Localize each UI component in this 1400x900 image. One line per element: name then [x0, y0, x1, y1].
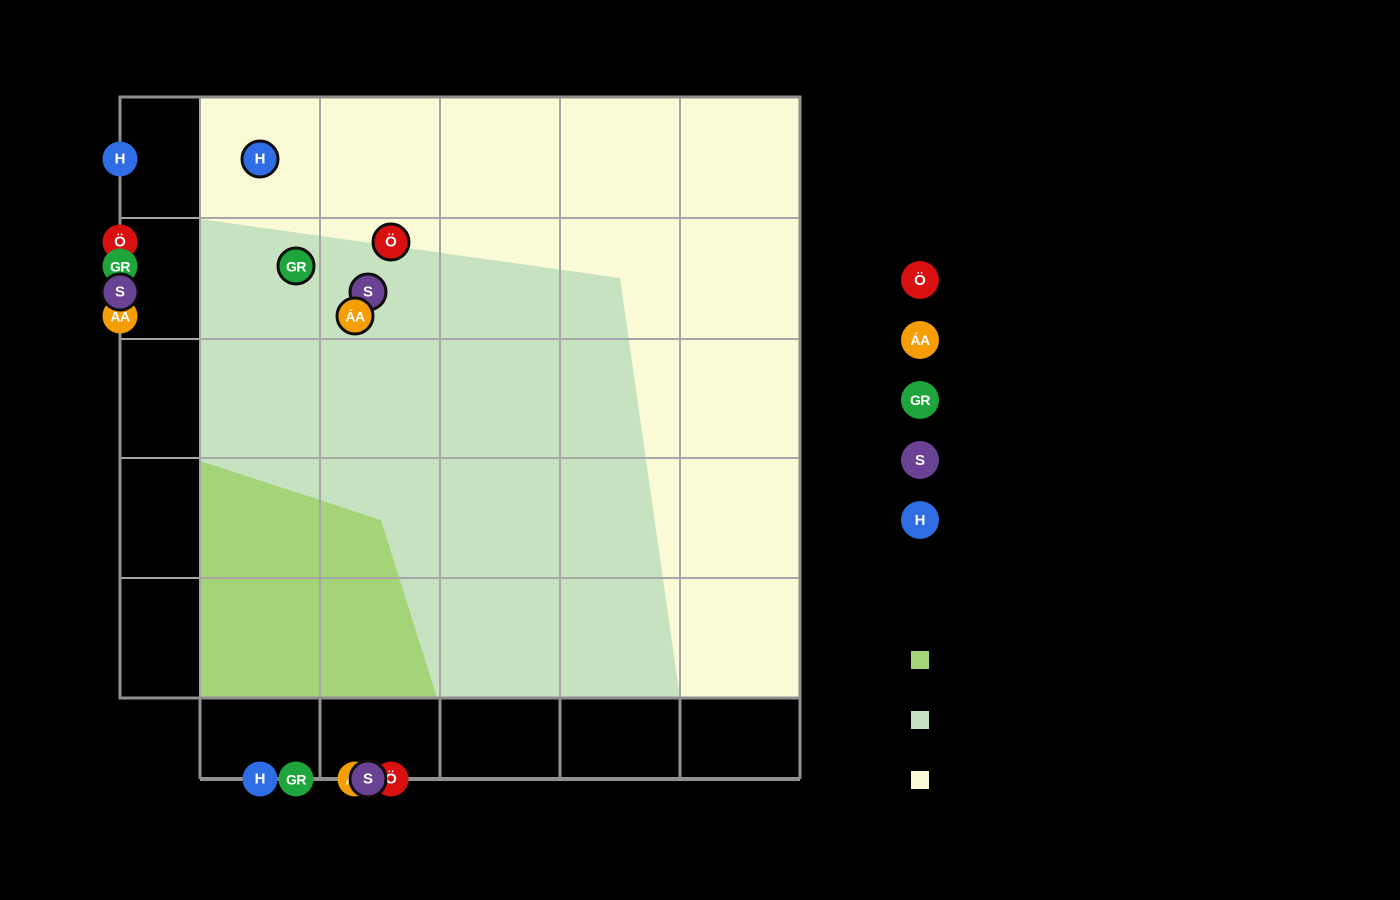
left-axis-marker-H: H	[102, 141, 138, 177]
left-axis-marker-S: S	[100, 272, 140, 312]
legend-party-marker-S: S	[901, 441, 939, 479]
bottom-axis-marker-GR: GR	[278, 761, 314, 797]
legend-swatch-light-green	[911, 711, 929, 729]
legend-party-marker-ÁA: ÁA	[901, 321, 939, 359]
chart-marker-GR[interactable]: GR	[276, 246, 316, 286]
region-dark-green-zone	[200, 461, 437, 698]
legend-party-marker-H: H	[901, 501, 939, 539]
chart-marker-ÁA[interactable]: ÁA	[335, 296, 375, 336]
legend-swatch-pale-yellow	[911, 771, 929, 789]
bottom-axis-marker-H: H	[242, 761, 278, 797]
bottom-axis-marker-S: S	[348, 759, 388, 799]
legend-swatch-dark-green	[911, 651, 929, 669]
chart-marker-Ö[interactable]: Ö	[371, 222, 411, 262]
plot-frame	[118, 95, 802, 700]
legend-party-marker-GR: GR	[901, 381, 939, 419]
legend-party-marker-Ö: Ö	[901, 261, 939, 299]
chart-marker-H[interactable]: H	[240, 139, 280, 179]
